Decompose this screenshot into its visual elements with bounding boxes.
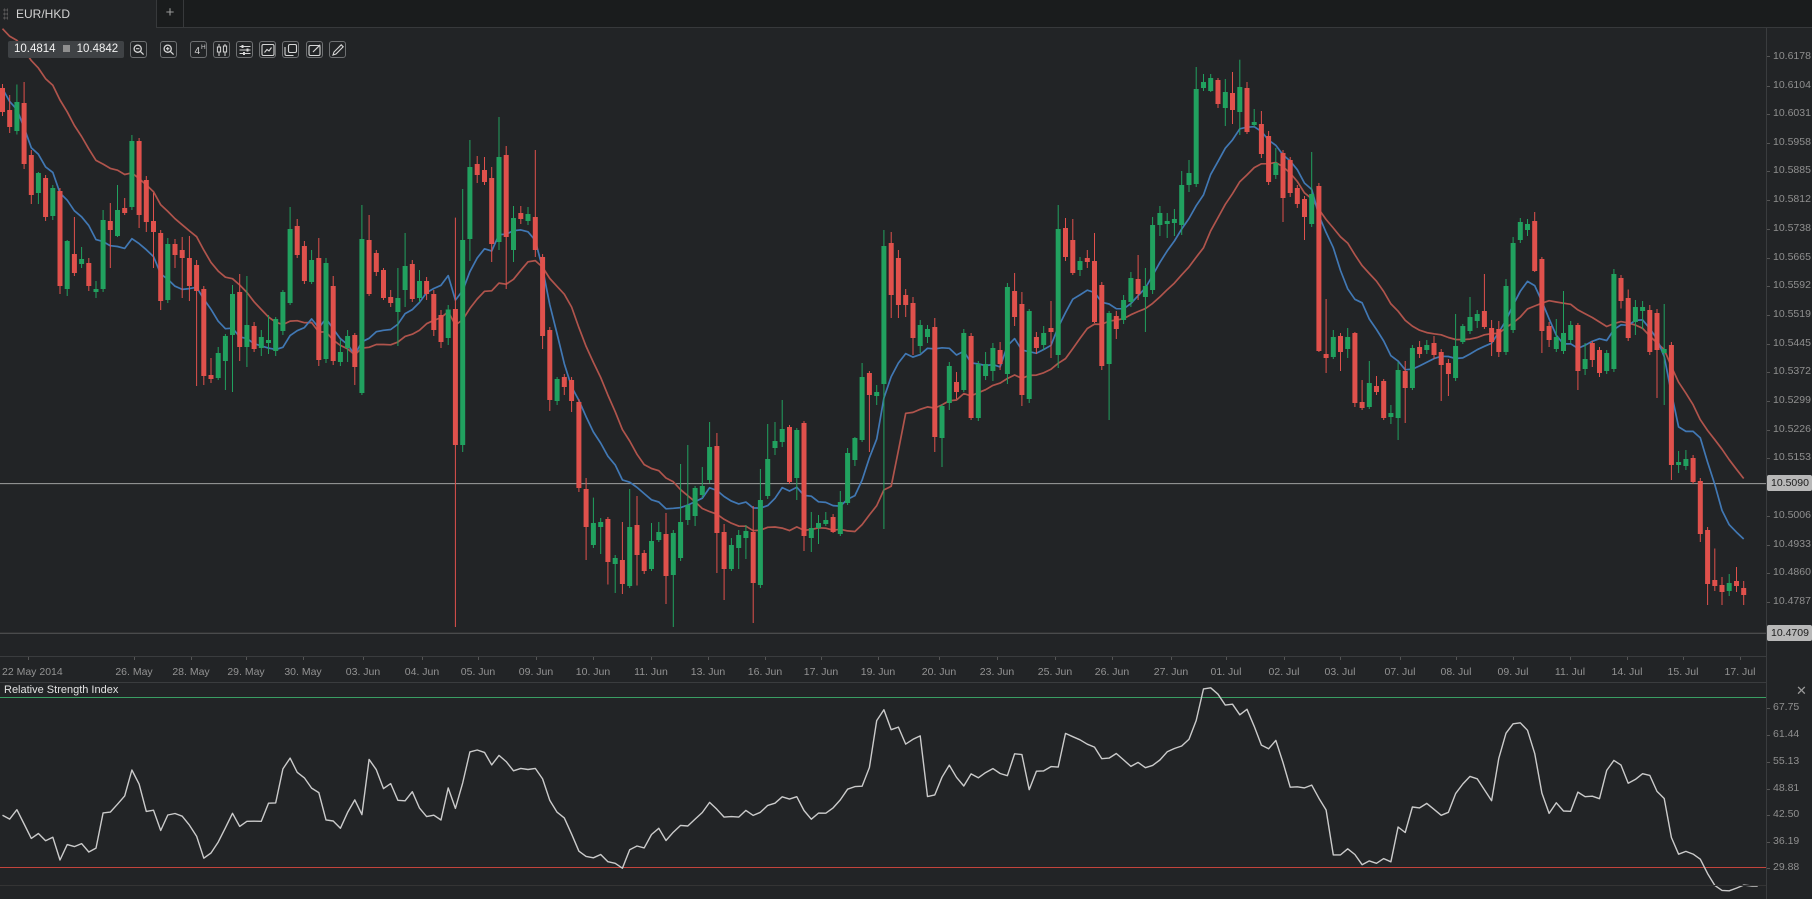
svg-text:4: 4 [195, 46, 201, 57]
svg-text:H: H [201, 44, 206, 51]
